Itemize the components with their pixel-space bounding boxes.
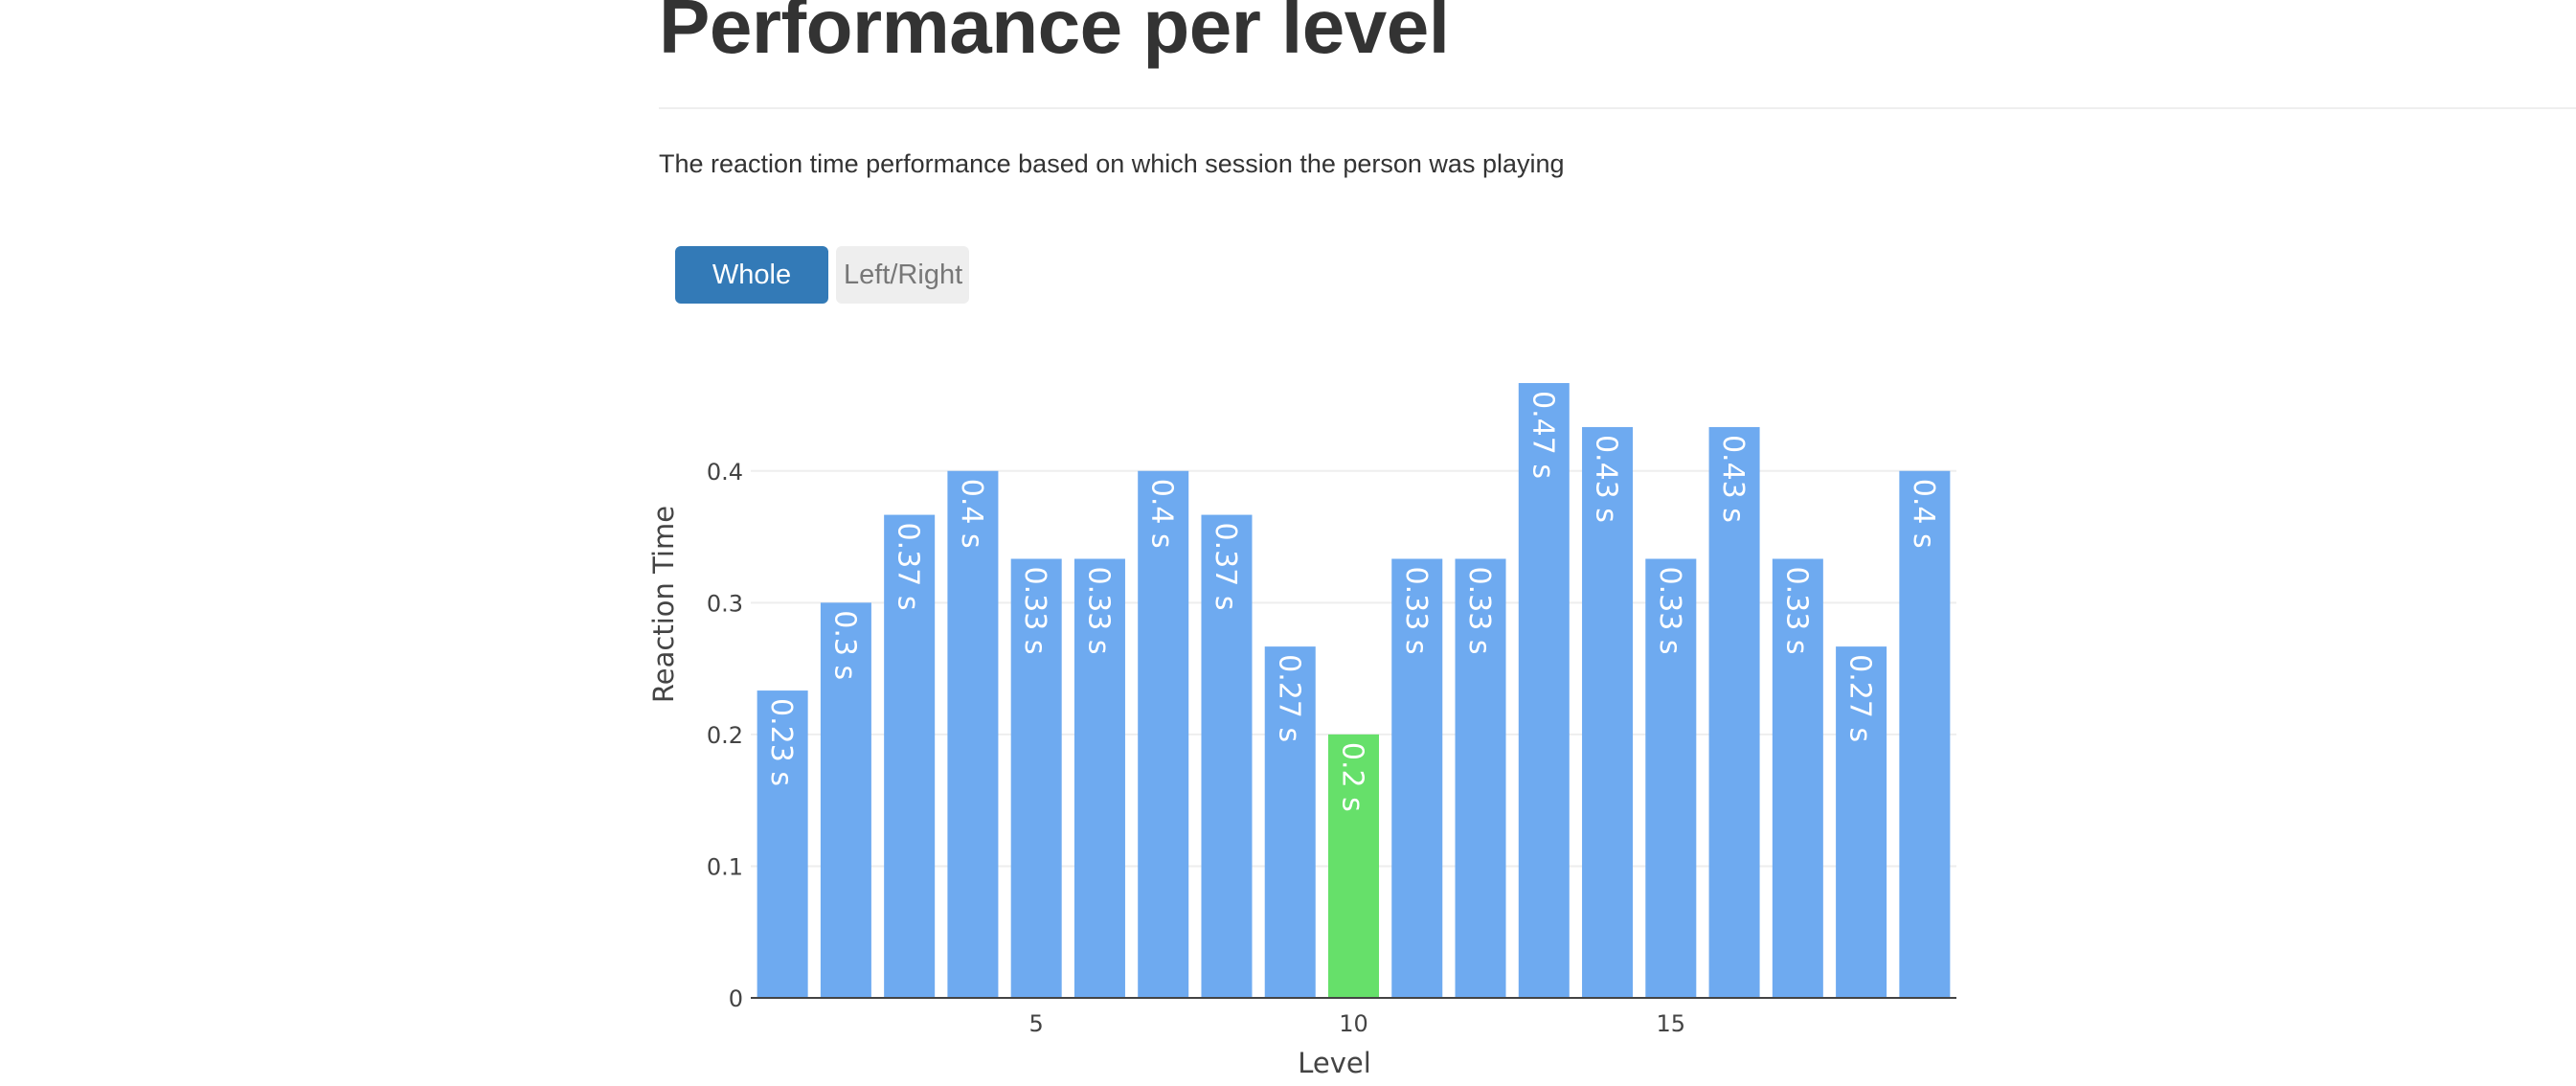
x-tick-label: 15 — [1657, 1010, 1686, 1037]
y-tick-label: 0.4 — [707, 459, 743, 486]
page-description: The reaction time performance based on w… — [659, 149, 1565, 178]
bar-value-label: 0.27 s — [1843, 654, 1877, 742]
bar-value-label: 0.4 s — [1145, 479, 1179, 549]
x-tick-label: 5 — [1029, 1010, 1044, 1037]
bar-value-label: 0.37 s — [892, 523, 925, 611]
bar-value-label: 0.3 s — [827, 610, 861, 680]
title-divider — [659, 107, 2576, 109]
bar-value-label: 0.33 s — [1399, 567, 1433, 655]
bar-level-10[interactable] — [1327, 734, 1380, 998]
bar-level-5[interactable] — [1010, 558, 1062, 998]
bar-level-3[interactable] — [884, 514, 936, 998]
bar-value-label: 0.4 s — [1907, 479, 1940, 549]
bar-value-label: 0.23 s — [764, 698, 798, 786]
bar-level-18[interactable] — [1836, 646, 1887, 998]
bar-level-12[interactable] — [1455, 558, 1506, 998]
y-tick-label: 0.3 — [707, 590, 743, 617]
view-mode-toggle: Whole level Left/Right — [675, 246, 969, 348]
y-tick-label: 0 — [729, 985, 743, 1012]
axes: 0 0.1 0.2 0.3 0.4 5 10 15 — [707, 459, 1956, 1037]
y-axis-title: Reaction Time — [647, 506, 680, 703]
bar-value-label: 0.33 s — [1462, 567, 1496, 655]
bars: 0.23 s 0.3 s 0.37 s 0.4 s 0.33 s 0.33 s 0.4 s 0… — [757, 383, 1951, 999]
bar-value-label: 0.43 s — [1716, 435, 1750, 523]
bar-level-6[interactable] — [1073, 558, 1125, 998]
bar-value-label: 0.37 s — [1209, 523, 1242, 611]
bar-level-16[interactable] — [1708, 426, 1760, 999]
bar-value-label: 0.47 s — [1525, 391, 1559, 479]
bar-level-1[interactable] — [757, 690, 808, 998]
bar-value-label: 0.4 s — [955, 479, 988, 549]
bar-value-label: 0.2 s — [1336, 742, 1369, 812]
bar-level-17[interactable] — [1772, 558, 1823, 998]
bar-value-label: 0.43 s — [1590, 435, 1623, 523]
y-tick-label: 0.1 — [707, 853, 743, 880]
bar-level-9[interactable] — [1264, 646, 1316, 998]
bar-value-label: 0.33 s — [1018, 567, 1051, 655]
bar-value-label: 0.33 s — [1779, 567, 1813, 655]
bar-level-8[interactable] — [1201, 514, 1253, 998]
x-tick-label: 10 — [1339, 1010, 1368, 1037]
bar-level-11[interactable] — [1391, 558, 1443, 998]
bar-level-14[interactable] — [1582, 426, 1634, 999]
whole-level-button[interactable]: Whole level — [675, 246, 828, 348]
bar-level-7[interactable] — [1138, 470, 1189, 998]
x-axis-title: Level — [1298, 1047, 1371, 1079]
bar-level-4[interactable] — [947, 470, 999, 998]
bar-value-label: 0.27 s — [1272, 654, 1305, 742]
bar-level-13[interactable] — [1518, 383, 1570, 998]
bar-value-label: 0.33 s — [1653, 567, 1686, 655]
bar-level-2[interactable] — [820, 602, 871, 998]
bar-level-19[interactable] — [1899, 470, 1951, 998]
bar-value-label: 0.33 s — [1081, 567, 1115, 655]
bar-level-15[interactable] — [1645, 558, 1697, 998]
left-right-button[interactable]: Left/Right — [836, 246, 969, 304]
y-tick-label: 0.2 — [707, 722, 743, 749]
page-title: Performance per level — [659, 0, 1450, 69]
